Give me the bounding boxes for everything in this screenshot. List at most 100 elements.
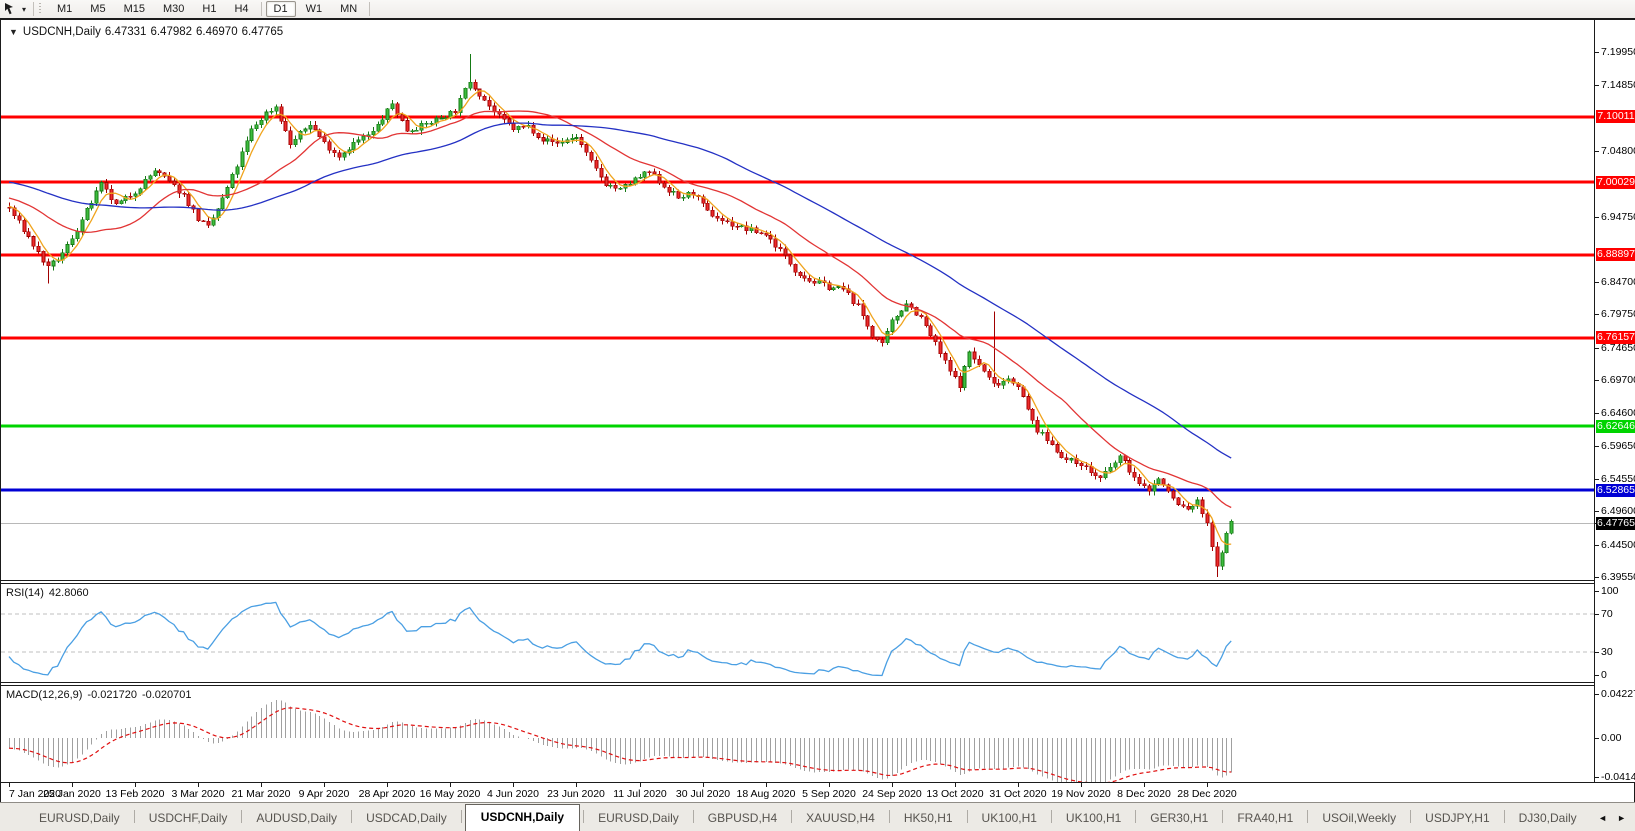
rsi-chart-canvas[interactable] bbox=[1, 584, 1594, 682]
price-chart-canvas[interactable] bbox=[1, 20, 1594, 580]
toolbar-separator bbox=[369, 2, 371, 16]
price-tick-label: 6.74650 bbox=[1601, 342, 1635, 354]
tab-divider bbox=[692, 810, 694, 823]
chart-tab-fra40-h1[interactable]: FRA40,H1 bbox=[1237, 811, 1294, 825]
price-tick-label: 7.14850 bbox=[1601, 79, 1635, 91]
macd-chart-canvas[interactable] bbox=[1, 686, 1594, 782]
axis-tick bbox=[1595, 151, 1599, 152]
chart-tab-eurusd-daily[interactable]: EURUSD,Daily bbox=[598, 811, 679, 825]
axis-tick bbox=[324, 783, 325, 787]
macd-label: MACD(12,26,9) -0.021720 -0.020701 bbox=[6, 689, 192, 701]
timeframe-button-h4[interactable]: H4 bbox=[234, 3, 249, 15]
axis-tick bbox=[1207, 783, 1208, 787]
tab-scroll-left-icon[interactable]: ◄ bbox=[1598, 812, 1608, 823]
chart-title-caret-icon[interactable]: ▼ bbox=[9, 27, 18, 37]
axis-tick bbox=[576, 783, 577, 787]
price-axis[interactable]: 7.19950 7.14850 7.04800 6.94750 6.84700 6.797… bbox=[1594, 20, 1635, 783]
date-tick-label: 19 Nov 2020 bbox=[1051, 788, 1111, 800]
price-tick-label: 6.59650 bbox=[1601, 440, 1635, 452]
chart-tab-eurusd-daily[interactable]: EURUSD,Daily bbox=[39, 811, 120, 825]
date-tick-label: 4 Jun 2020 bbox=[487, 788, 539, 800]
timeframe-button-m1[interactable]: M1 bbox=[57, 3, 73, 15]
macd-axis-label: 0.042275 bbox=[1601, 688, 1635, 700]
date-tick-label: 24 Sep 2020 bbox=[862, 788, 922, 800]
timeframe-button-m30[interactable]: M30 bbox=[162, 3, 185, 15]
rsi-line bbox=[8, 601, 1232, 677]
axis-tick bbox=[1595, 675, 1599, 676]
timeframe-button-m5[interactable]: M5 bbox=[90, 3, 106, 15]
chart-tab-usdcnh-daily[interactable]: USDCNH,Daily bbox=[464, 804, 581, 831]
panel-splitter[interactable] bbox=[1, 580, 1594, 584]
hline-price-label: 6.62646 bbox=[1596, 420, 1635, 433]
axis-tick bbox=[1595, 85, 1599, 86]
timeframe-button-h1[interactable]: H1 bbox=[202, 3, 217, 15]
date-tick-label: 28 Dec 2020 bbox=[1177, 788, 1237, 800]
hline-price-label: 7.00029 bbox=[1596, 176, 1635, 189]
ohlc-low: 6.46970 bbox=[196, 26, 238, 38]
axis-tick bbox=[261, 783, 262, 787]
horizontal-lines bbox=[1, 115, 1594, 492]
axis-tick bbox=[1595, 413, 1599, 414]
axis-tick bbox=[1595, 545, 1599, 546]
date-tick-label: 11 Jul 2020 bbox=[613, 788, 667, 800]
price-tick-label: 7.04800 bbox=[1601, 145, 1635, 157]
chart-symbol: USDCNH,Daily bbox=[22, 26, 101, 38]
tab-scroll-right-icon[interactable]: ► bbox=[1617, 812, 1626, 823]
chart-tab-gbpusd-h4[interactable]: GBPUSD,H4 bbox=[707, 811, 778, 825]
chart-tab-audusd-daily[interactable]: AUDUSD,Daily bbox=[256, 811, 338, 825]
date-tick-label: 23 Jun 2020 bbox=[547, 788, 605, 800]
chart-tab-uk100-h1[interactable]: UK100,H1 bbox=[981, 811, 1037, 825]
tab-divider bbox=[1135, 810, 1137, 823]
price-tick-label: 6.84700 bbox=[1601, 276, 1635, 288]
chart-tab-usdjpy-h1[interactable]: USDJPY,H1 bbox=[1425, 811, 1490, 825]
toolbar-grip[interactable] bbox=[39, 3, 44, 15]
date-tick-label: 16 May 2020 bbox=[419, 788, 481, 800]
price-tick-label: 6.39550 bbox=[1601, 571, 1635, 583]
chart-tab-usdchf-daily[interactable]: USDCHF,Daily bbox=[148, 811, 228, 825]
chart-tab-xauusd-h4[interactable]: XAUUSD,H4 bbox=[806, 811, 875, 825]
chart-cursor-icon[interactable] bbox=[2, 2, 18, 16]
hline-price-label: 6.52865 bbox=[1596, 484, 1635, 497]
time-axis[interactable]: 7 Jan 2020 25 Jan 2020 13 Feb 2020 3 Mar 20… bbox=[1, 783, 1594, 804]
timeframe-button-m15[interactable]: M15 bbox=[123, 3, 145, 15]
timeframe-button-mn[interactable]: MN bbox=[340, 3, 358, 15]
price-tick-label: 6.49600 bbox=[1601, 505, 1635, 517]
date-tick-label: 13 Oct 2020 bbox=[926, 788, 984, 800]
axis-tick bbox=[135, 783, 136, 787]
dropdown-caret-icon[interactable]: ▾ bbox=[21, 4, 26, 14]
tab-divider bbox=[1503, 810, 1505, 823]
rsi-axis-label: 30 bbox=[1601, 646, 1613, 658]
chart-tab-dj30-daily[interactable]: DJ30,Daily bbox=[1518, 811, 1577, 825]
tab-divider bbox=[583, 810, 585, 823]
bid-price-label: 6.47765 bbox=[1596, 517, 1635, 530]
axis-tick bbox=[1595, 380, 1599, 381]
axis-tick bbox=[1081, 783, 1082, 787]
timeframe-button-w1[interactable]: W1 bbox=[305, 3, 323, 15]
timeframe-button-d1[interactable]: D1 bbox=[265, 1, 296, 17]
axis-tick bbox=[892, 783, 893, 787]
price-tick-label: 6.69700 bbox=[1601, 374, 1635, 386]
macd-signal-line bbox=[8, 707, 1232, 782]
panel-splitter[interactable] bbox=[1, 682, 1594, 686]
chart-tab-usoil-weekly[interactable]: USOil,Weekly bbox=[1322, 811, 1397, 825]
chart-tab-bar: EURUSD,Daily USDCHF,Daily AUDUSD,Daily USDC… bbox=[0, 802, 1635, 831]
axis-tick bbox=[9, 783, 10, 787]
axis-tick bbox=[1018, 783, 1019, 787]
axis-tick bbox=[1595, 652, 1599, 653]
price-tick-label: 6.44500 bbox=[1601, 539, 1635, 551]
price-tick-label: 6.54550 bbox=[1601, 473, 1635, 485]
tab-divider bbox=[1410, 810, 1412, 823]
axis-tick bbox=[1144, 783, 1145, 787]
chart-title: ▼ USDCNH,Daily 6.47331 6.47982 6.46970 6.4776… bbox=[9, 26, 287, 38]
axis-tick bbox=[1595, 591, 1599, 592]
rsi-axis-label: 70 bbox=[1601, 608, 1613, 620]
chart-tab-uk100-h1[interactable]: UK100,H1 bbox=[1065, 811, 1122, 825]
chart-tab-hk50-h1[interactable]: HK50,H1 bbox=[903, 811, 953, 825]
chart-tab-ger30-h1[interactable]: GER30,H1 bbox=[1150, 811, 1209, 825]
chart-tab-usdcad-daily[interactable]: USDCAD,Daily bbox=[366, 811, 447, 825]
date-tick-label: 28 Apr 2020 bbox=[358, 788, 416, 800]
toolbar-separator bbox=[33, 2, 34, 16]
axis-tick bbox=[1595, 694, 1599, 695]
axis-tick bbox=[1595, 738, 1599, 739]
hline-price-label: 6.88897 bbox=[1596, 248, 1635, 261]
